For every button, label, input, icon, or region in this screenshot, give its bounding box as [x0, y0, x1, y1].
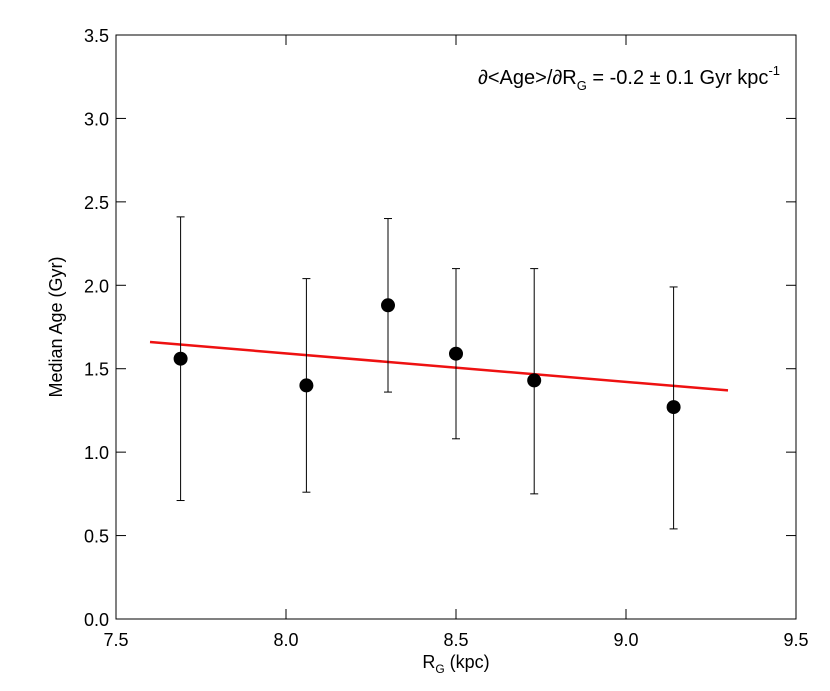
x-title-sub: G [435, 662, 444, 676]
y-tick-label: 3.5 [84, 26, 109, 46]
fit-line [149, 340, 729, 392]
y-tick-label: 0.5 [84, 527, 109, 547]
annotation-part: ∂<Age>/∂R [478, 67, 577, 89]
data-point [381, 298, 395, 313]
y-tick-label: 1.5 [84, 360, 109, 380]
annotation-part: = -0.2 ± 0.1 Gyr kpc [587, 67, 769, 89]
x-axis-title: RG (kpc) [422, 652, 489, 676]
x-title-part: R [422, 652, 435, 672]
data-point [527, 373, 542, 388]
annotation-sub: G [577, 78, 587, 93]
x-tick-label: 9.5 [783, 630, 808, 650]
x-tick-label: 8.0 [273, 630, 298, 650]
y-tick-label: 2.5 [84, 193, 109, 213]
y-tick-label: 0.0 [84, 610, 109, 630]
y-tick-label: 1.0 [84, 443, 109, 463]
data-point [173, 351, 188, 366]
data-point [299, 378, 314, 393]
data-point [449, 346, 463, 361]
y-tick-label: 2.0 [84, 276, 109, 296]
x-title-part: (kpc) [445, 652, 490, 672]
x-tick-label: 7.5 [103, 630, 128, 650]
annotation: ∂<Age>/∂RG = -0.2 ± 0.1 Gyr kpc-1 [478, 63, 780, 93]
x-tick-label: 9.0 [613, 630, 638, 650]
y-tick-label: 3.0 [84, 109, 109, 129]
y-axis-title: Median Age (Gyr) [46, 256, 66, 397]
annotation-sup: -1 [768, 63, 780, 78]
data-point [666, 400, 681, 415]
x-tick-label: 8.5 [443, 630, 468, 650]
